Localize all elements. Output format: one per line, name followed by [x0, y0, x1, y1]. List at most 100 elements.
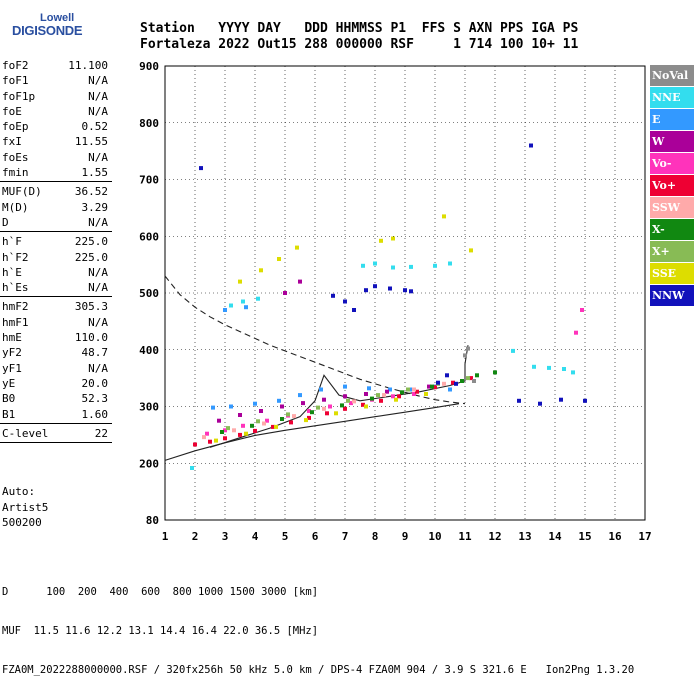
legend-item: SSE — [650, 263, 694, 284]
param-label: foF1p — [2, 89, 36, 103]
data-point-ssw — [382, 393, 386, 398]
data-point-w — [238, 413, 242, 417]
data-point-e — [448, 387, 452, 392]
legend-item: Vo- — [650, 153, 694, 174]
param-label: h`F2 — [2, 250, 29, 264]
data-point-w — [283, 291, 287, 295]
data-point-ssw — [262, 421, 266, 426]
data-point-nnw — [331, 293, 335, 298]
data-point-e — [388, 387, 392, 392]
data-point-w — [427, 384, 431, 389]
x-tick-label: 3 — [222, 530, 229, 543]
logo-digisonde-text: DIGISONDE — [12, 23, 83, 38]
param-row: M(D) 3.29 — [0, 200, 112, 215]
param-row: D N/A — [0, 215, 112, 230]
data-point-e — [367, 386, 371, 391]
data-point-nne — [241, 299, 245, 304]
param-value: 36.52 — [74, 185, 108, 199]
param-value: 22 — [94, 426, 108, 440]
param-label: yF2 — [2, 346, 22, 360]
x-tick-label: 15 — [578, 530, 591, 543]
data-point-x- — [310, 410, 314, 415]
data-point-nnw — [388, 286, 392, 291]
data-point-ssw — [352, 399, 356, 404]
data-point-nne — [373, 261, 377, 266]
data-point-nne — [409, 264, 413, 269]
param-row: foF2 11.100 — [0, 58, 112, 73]
param-row: foEp 0.52 — [0, 119, 112, 134]
logo-lowell-text: Lowell — [40, 12, 75, 24]
data-point-nnw — [445, 373, 449, 378]
data-point-vo+ — [307, 415, 311, 420]
data-point-sse — [379, 238, 383, 243]
data-point-sse — [334, 411, 338, 416]
data-point-nne — [532, 364, 536, 369]
param-label: fmin — [2, 166, 29, 180]
x-tick-label: 12 — [488, 530, 501, 543]
param-separator — [0, 296, 112, 298]
x-tick-label: 2 — [192, 530, 199, 543]
data-point-vo+ — [451, 380, 455, 385]
data-point-x- — [430, 384, 434, 389]
footer-file-info: FZA0M_2022288000000.RSF / 320fx256h 50 k… — [2, 664, 635, 676]
data-point-nnw — [373, 284, 377, 289]
data-point-w — [322, 397, 326, 402]
param-row: fxI 11.55 — [0, 134, 112, 149]
param-label: foE — [2, 104, 22, 118]
param-label: h`F — [2, 235, 22, 249]
legend-item: Vo+ — [650, 175, 694, 196]
param-row: yF2 48.7 — [0, 345, 112, 360]
data-point-x+ — [346, 398, 350, 403]
data-point-nnw — [409, 289, 413, 294]
param-label: C-level — [2, 426, 49, 440]
data-point-nnw — [517, 398, 521, 403]
data-point-x- — [220, 430, 224, 434]
data-point-w — [259, 409, 263, 413]
x-tick-label: 14 — [548, 530, 562, 543]
header-fields-line: Station YYYY DAY DDD HHMMSS P1 FFS S AXN… — [140, 21, 579, 36]
param-row: hmE 110.0 — [0, 330, 112, 345]
legend-item: NNE — [650, 87, 694, 108]
data-point-x- — [370, 396, 374, 401]
param-row: h`F 225.0 — [0, 234, 112, 249]
data-point-sse — [238, 279, 242, 284]
param-value: 48.7 — [81, 346, 109, 360]
data-point-nne — [256, 296, 260, 301]
auto-program: Artist5 — [2, 500, 49, 514]
data-point-sse — [304, 418, 308, 423]
data-point-w — [217, 418, 221, 423]
data-point-nne — [448, 261, 452, 266]
param-row: fmin 1.55 — [0, 165, 112, 180]
data-point-vo- — [205, 431, 209, 436]
y-tick-label: 300 — [139, 401, 159, 414]
data-point-x- — [340, 403, 344, 408]
data-point-vo+ — [361, 402, 365, 407]
param-row: hmF2 305.3 — [0, 299, 112, 314]
param-value: N/A — [88, 104, 108, 118]
data-point-x+ — [316, 405, 320, 410]
data-point-nnw — [199, 166, 203, 171]
data-point-x- — [493, 370, 497, 375]
data-point-nne — [433, 263, 437, 268]
data-point-nne — [547, 365, 551, 370]
param-value: N/A — [88, 215, 108, 229]
param-label: hmE — [2, 331, 22, 345]
data-point-ssw — [412, 387, 416, 392]
data-point-nne — [511, 348, 515, 353]
data-point-vo+ — [469, 376, 473, 381]
footer-muf-row: MUF 11.5 11.6 12.2 13.1 14.4 16.4 22.0 3… — [2, 625, 319, 637]
param-value: N/A — [88, 265, 108, 279]
x-tick-label: 11 — [458, 530, 472, 543]
x-tick-label: 5 — [282, 530, 289, 543]
param-label: fxI — [2, 135, 22, 149]
y-tick-label: 400 — [139, 344, 159, 357]
param-value: N/A — [88, 150, 108, 164]
x-tick-label: 13 — [518, 530, 531, 543]
data-point-e — [277, 398, 281, 403]
y-tick-label: 600 — [139, 230, 159, 243]
param-row: h`F2 225.0 — [0, 250, 112, 265]
data-point-nnw — [583, 398, 587, 403]
auto-label: Auto: — [2, 485, 36, 498]
param-value: 11.100 — [68, 59, 108, 72]
data-point-sse — [244, 431, 248, 436]
